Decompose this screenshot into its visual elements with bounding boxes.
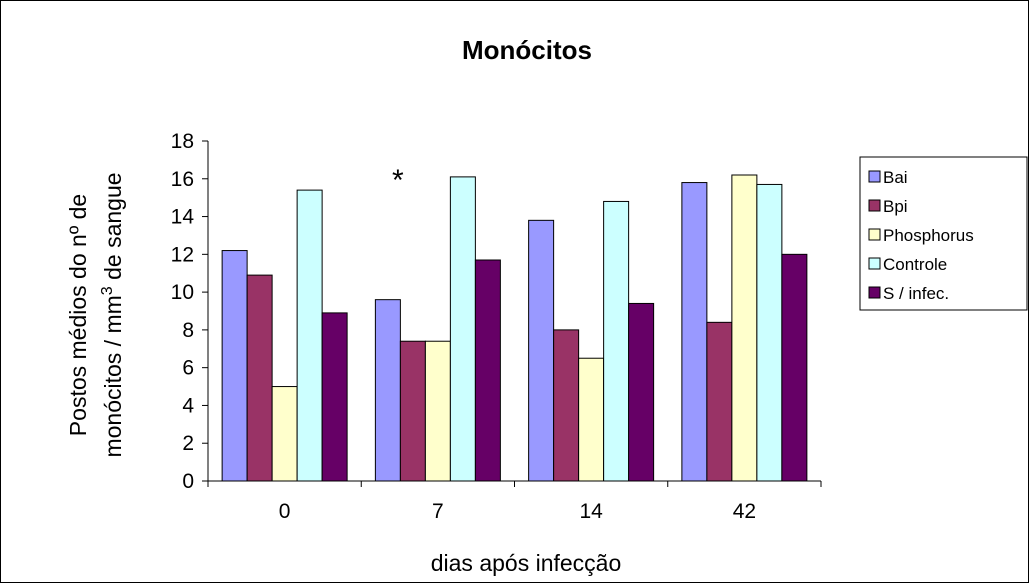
y-tick-label-14: 14	[171, 206, 195, 229]
bar-controle-7	[449, 176, 476, 482]
bar-bpi-42	[706, 321, 733, 482]
legend-swatch-bpi	[868, 199, 881, 212]
y-axis-label-superscript: 3	[99, 286, 116, 295]
y-tick-label-16: 16	[171, 168, 194, 191]
x-axis-label: dias após infecção	[431, 550, 622, 576]
x-tick-label-42: 42	[733, 500, 756, 523]
y-axis-label: Postos médios do nº de monócitos / mm3 d…	[65, 172, 126, 457]
legend-label-bai: Bai	[883, 168, 908, 187]
bar-phosphorus-14	[578, 357, 605, 482]
y-tick-label-8: 8	[182, 319, 194, 342]
bar-bpi-14	[553, 329, 580, 482]
bar-phosphorus-0	[271, 386, 298, 482]
legend-label-bpi: Bpi	[883, 197, 908, 216]
y-axis-label-line1: Postos médios do nº de	[65, 194, 91, 436]
y-tick-label-12: 12	[171, 243, 194, 266]
bar-s-infec--14	[628, 302, 655, 482]
legend-swatch-s-infec-	[868, 286, 881, 299]
x-tick-label-0: 0	[279, 500, 291, 523]
bar-s-infec--42	[781, 253, 808, 482]
annotation-asterisk-0: *	[392, 164, 404, 197]
legend: Bai Bpi Phosphorus Controle S / infec.	[859, 156, 1028, 311]
legend-label-phosphorus: Phosphorus	[883, 226, 974, 245]
bar-bai-7	[374, 299, 401, 482]
x-tick-label-7: 7	[432, 500, 444, 523]
legend-label-controle: Controle	[883, 255, 947, 274]
bar-bai-0	[221, 250, 248, 482]
y-tick-label-0: 0	[182, 470, 194, 493]
chart-title: Monócitos	[462, 35, 592, 65]
bar-bai-14	[528, 219, 555, 482]
x-tick-label-14: 14	[579, 500, 603, 523]
y-tick-label-18: 18	[171, 130, 194, 153]
bar-phosphorus-42	[731, 174, 758, 482]
bar-controle-14	[603, 200, 630, 482]
bar-s-infec--0	[321, 312, 348, 482]
bar-bpi-7	[399, 340, 426, 482]
plot-area: 0 2 4 6 8 10 12 14 16 18 0 7 14 42 *	[171, 130, 822, 523]
y-tick-label-4: 4	[182, 394, 194, 417]
legend-label-s-infec-: S / infec.	[883, 284, 949, 303]
y-tick-label-10: 10	[171, 281, 194, 304]
bar-bai-42	[681, 182, 708, 482]
legend-swatch-phosphorus	[868, 228, 881, 241]
bar-bpi-0	[246, 274, 273, 482]
y-tick-label-6: 6	[182, 357, 194, 380]
y-axis-label-line2: monócitos / mm3 de sangue	[99, 172, 126, 457]
bar-controle-0	[296, 189, 323, 482]
bar-controle-42	[756, 183, 783, 482]
legend-swatch-controle	[868, 257, 881, 270]
bar-phosphorus-7	[424, 340, 451, 482]
legend-swatch-bai	[868, 170, 881, 183]
legend-box	[859, 156, 1028, 311]
bar-s-infec--7	[474, 259, 501, 482]
y-tick-label-2: 2	[182, 432, 194, 455]
